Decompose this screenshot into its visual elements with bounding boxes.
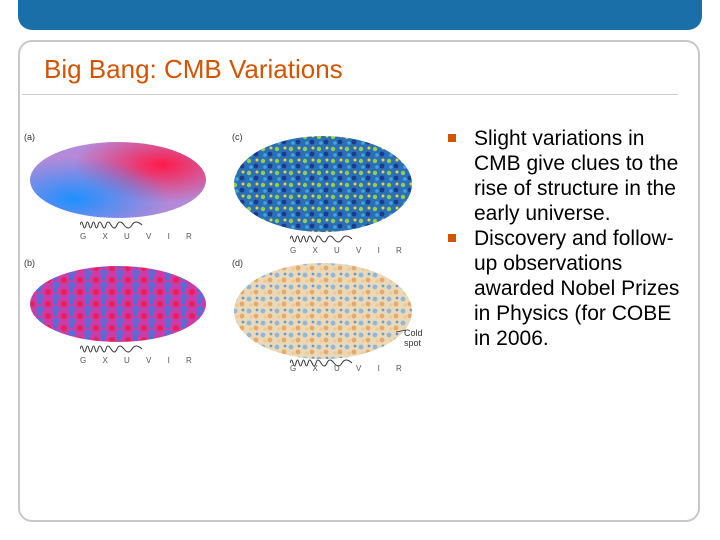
wavelength-wave-a <box>80 221 143 229</box>
cmb-cobe-map <box>30 266 206 342</box>
wavelength-axis-a: G X U V I R <box>80 232 199 241</box>
cmb-planck-map <box>234 263 412 359</box>
cold-spot-label-line1: Cold <box>404 328 423 338</box>
wavelength-axis-c: G X U V I R <box>290 246 409 255</box>
panel-b-label: (b) <box>24 258 35 268</box>
wavelength-wave-c <box>290 235 353 243</box>
wavelength-axis-d: G X U V I R <box>290 364 409 373</box>
cmb-wmap-map <box>234 136 412 232</box>
top-banner <box>18 0 702 30</box>
bullet-item: Discovery and follow-up observations awa… <box>448 226 680 351</box>
slide-frame <box>18 40 700 522</box>
panel-c-label: (c) <box>232 132 243 142</box>
panel-d-label: (d) <box>232 258 243 268</box>
title-divider <box>22 94 678 95</box>
panel-a-label: (a) <box>24 132 35 142</box>
wavelength-axis-b: G X U V I R <box>80 356 199 365</box>
cold-spot-label-line2: spot <box>404 338 422 348</box>
slide-title: Big Bang: CMB Variations <box>44 54 343 84</box>
cmb-dipole-map <box>30 142 206 218</box>
wavelength-wave-b <box>80 345 143 353</box>
bullet-item: Slight variations in CMB give clues to t… <box>448 126 680 226</box>
cold-spot-label: Cold spot <box>404 328 423 348</box>
bullet-list: Slight variations in CMB give clues to t… <box>448 126 680 351</box>
wavelength-wave-d <box>290 359 353 367</box>
